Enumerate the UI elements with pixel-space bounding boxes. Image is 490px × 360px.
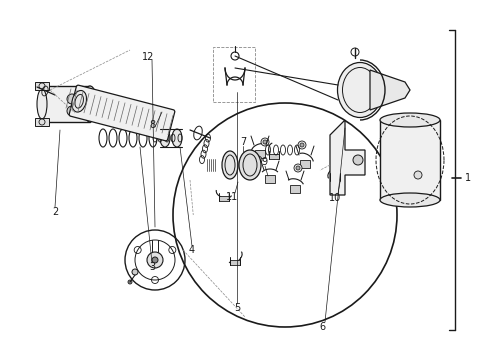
Text: 1: 1 xyxy=(465,173,471,183)
Text: 2: 2 xyxy=(52,207,58,217)
Circle shape xyxy=(414,171,422,179)
Ellipse shape xyxy=(380,113,440,127)
Ellipse shape xyxy=(37,89,47,119)
Text: 4: 4 xyxy=(189,245,195,255)
Circle shape xyxy=(132,269,138,275)
Circle shape xyxy=(147,252,163,268)
Bar xyxy=(219,196,229,201)
Bar xyxy=(290,185,300,193)
Bar xyxy=(269,154,279,159)
Text: 7: 7 xyxy=(240,137,246,147)
Text: 11: 11 xyxy=(226,192,238,202)
Bar xyxy=(330,176,340,181)
Circle shape xyxy=(67,94,77,104)
Text: 9: 9 xyxy=(261,157,267,167)
Text: 6: 6 xyxy=(319,322,325,332)
Polygon shape xyxy=(370,70,410,110)
Ellipse shape xyxy=(222,151,238,179)
Polygon shape xyxy=(330,120,365,195)
Ellipse shape xyxy=(172,129,182,147)
Circle shape xyxy=(67,106,77,116)
Ellipse shape xyxy=(239,150,261,180)
Ellipse shape xyxy=(72,90,87,112)
Text: 10: 10 xyxy=(329,193,341,203)
Circle shape xyxy=(296,166,300,170)
Bar xyxy=(42,86,90,122)
Bar xyxy=(300,160,310,168)
Circle shape xyxy=(261,138,269,146)
Ellipse shape xyxy=(338,63,383,117)
Circle shape xyxy=(263,140,267,144)
Bar xyxy=(35,118,49,126)
Bar xyxy=(213,47,255,102)
Circle shape xyxy=(294,164,302,172)
Bar xyxy=(35,82,49,90)
Ellipse shape xyxy=(160,129,170,147)
Bar xyxy=(380,120,440,200)
Circle shape xyxy=(298,141,306,149)
Circle shape xyxy=(256,158,260,162)
Circle shape xyxy=(254,156,262,164)
Text: 12: 12 xyxy=(142,52,154,62)
Text: 3: 3 xyxy=(149,262,155,272)
Bar xyxy=(265,175,275,183)
Circle shape xyxy=(128,280,132,284)
Circle shape xyxy=(300,143,304,147)
Text: 8: 8 xyxy=(149,120,155,130)
Ellipse shape xyxy=(380,193,440,207)
Circle shape xyxy=(353,155,363,165)
Text: 5: 5 xyxy=(234,303,240,313)
FancyBboxPatch shape xyxy=(69,85,175,141)
Ellipse shape xyxy=(83,86,97,122)
Bar xyxy=(230,260,240,265)
Bar xyxy=(255,150,265,158)
Circle shape xyxy=(152,257,158,263)
